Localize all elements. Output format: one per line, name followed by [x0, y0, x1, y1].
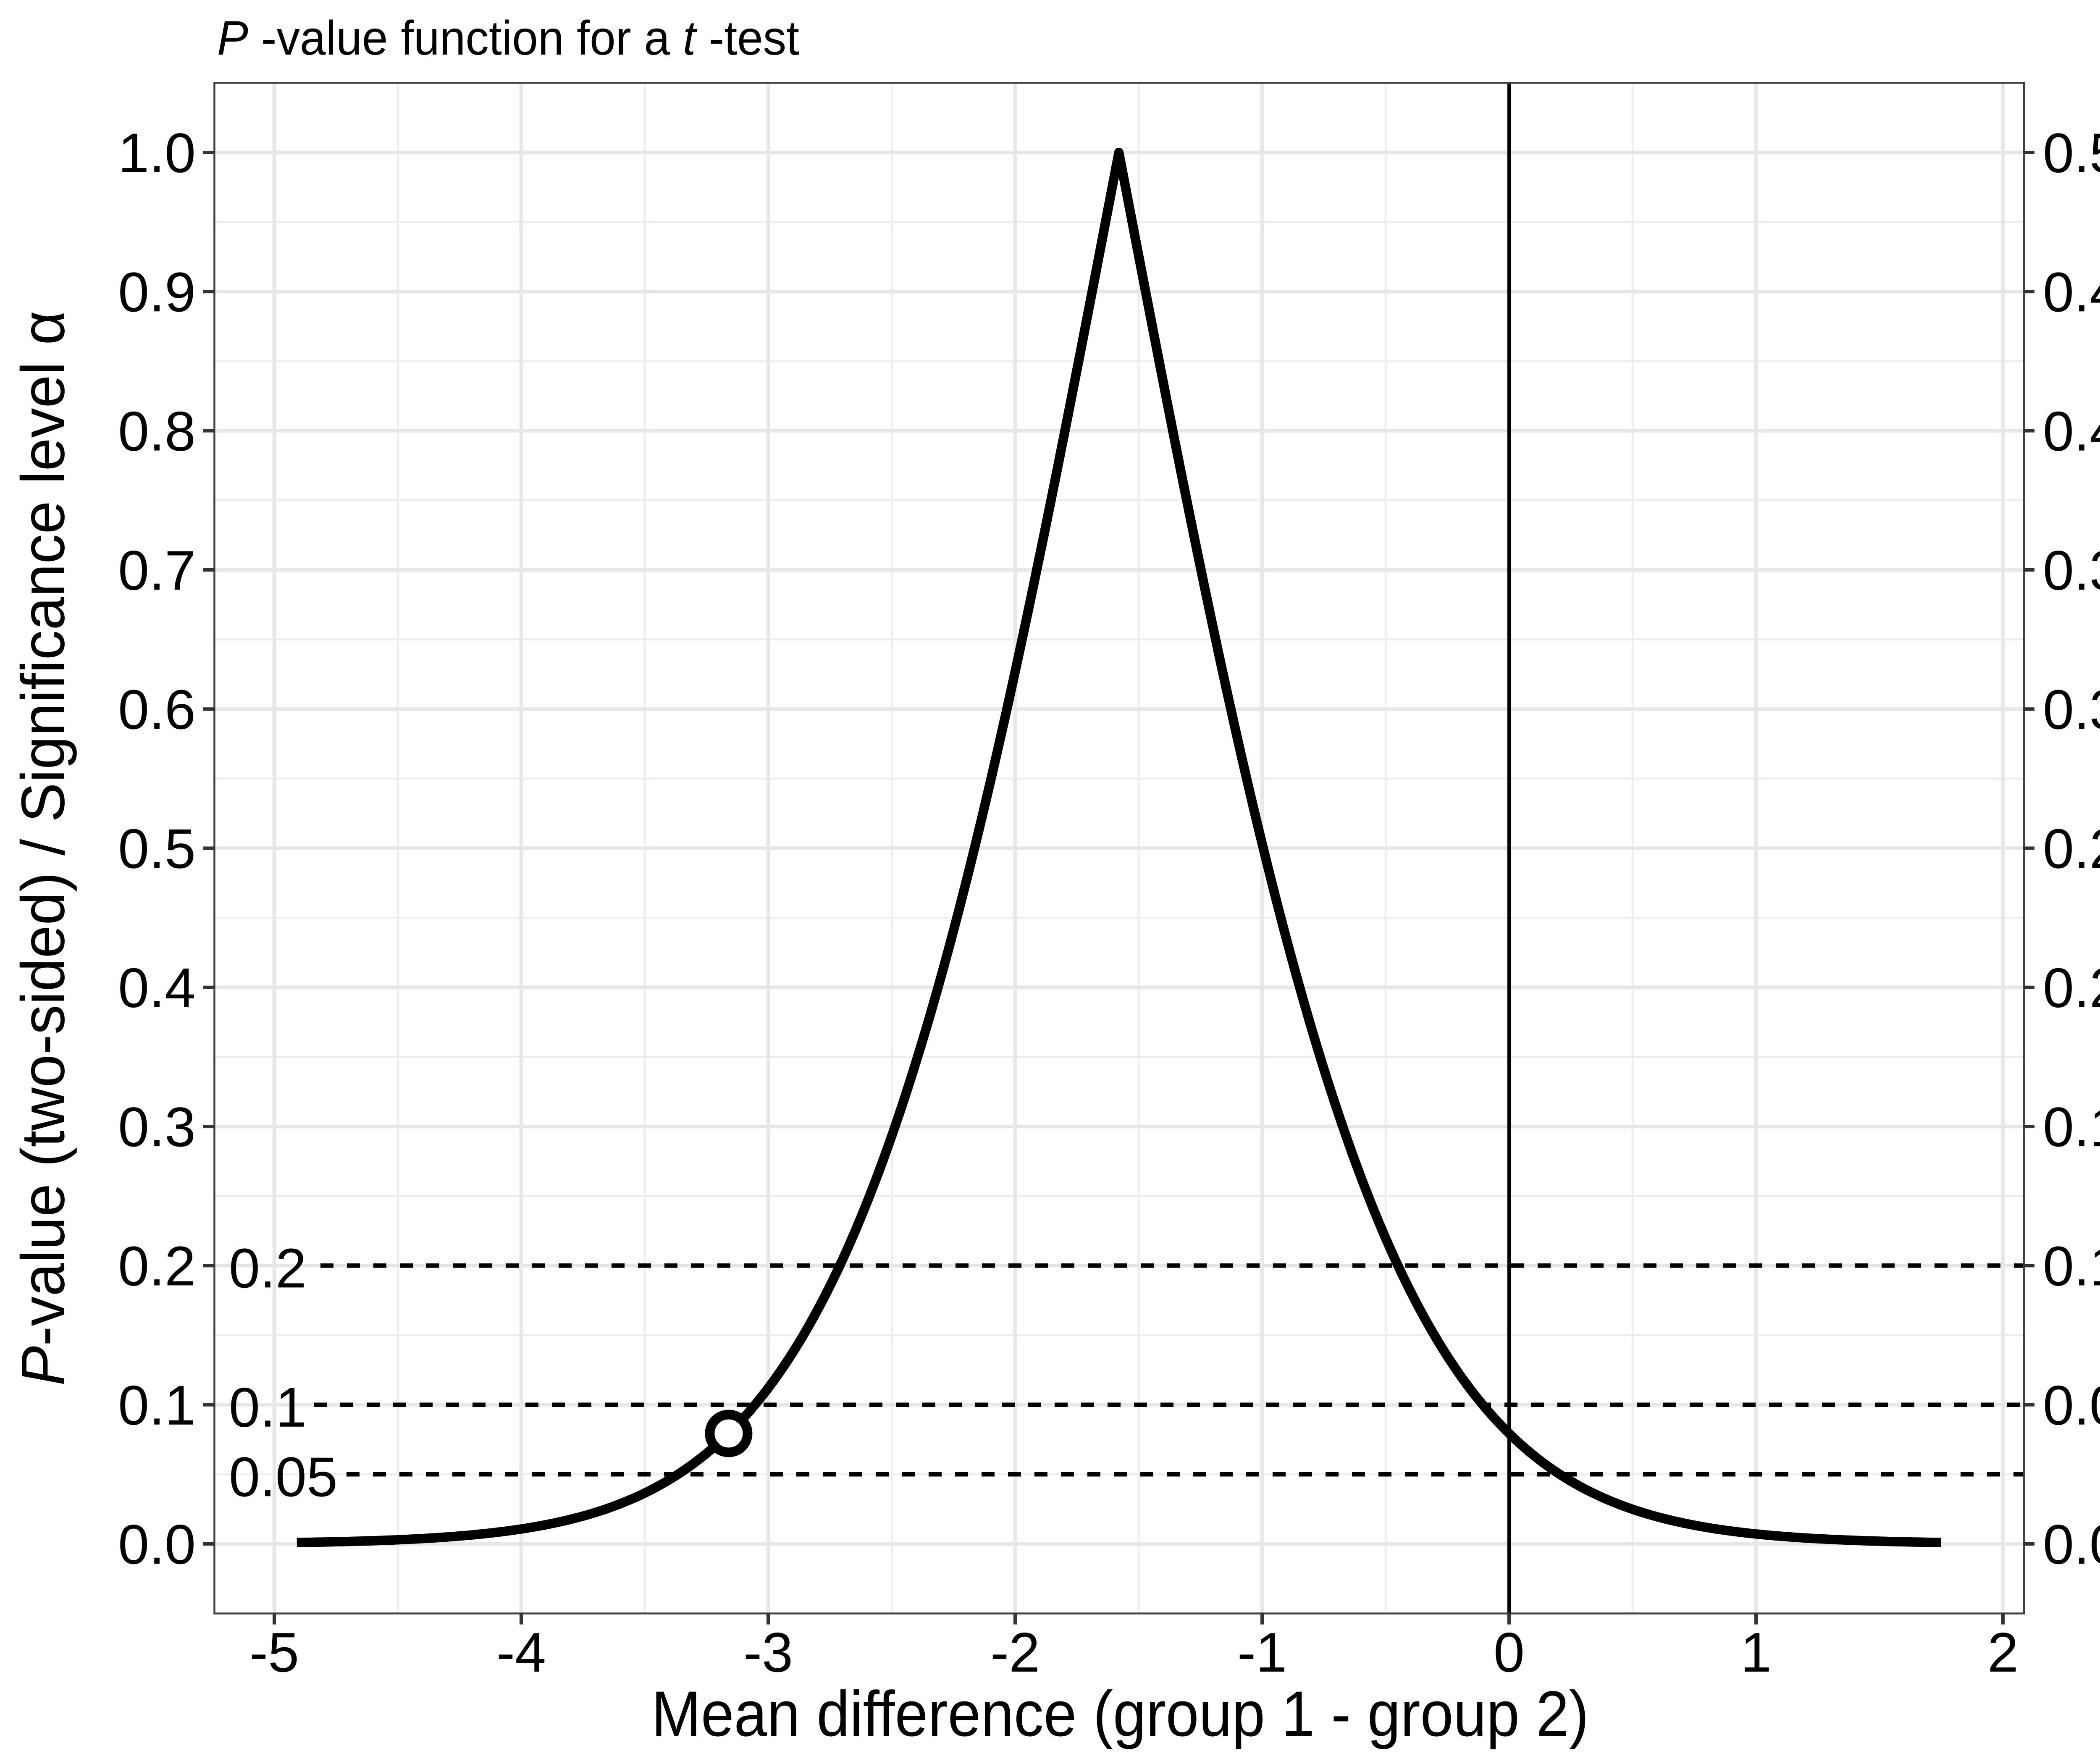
svg-text:0.05: 0.05 — [229, 1446, 338, 1508]
svg-text:-2: -2 — [990, 1622, 1040, 1684]
svg-text:0.40: 0.40 — [2043, 401, 2100, 463]
svg-text:2: 2 — [1987, 1622, 2019, 1684]
svg-text:0.50: 0.50 — [2043, 122, 2100, 184]
svg-text:0.2: 0.2 — [229, 1237, 307, 1299]
svg-text:Mean difference (group 1 - gro: Mean difference (group 1 - group 2) — [651, 1678, 1589, 1750]
svg-text:0.20: 0.20 — [2043, 957, 2100, 1019]
svg-text:0.2: 0.2 — [118, 1235, 196, 1297]
svg-text:0.4: 0.4 — [118, 957, 196, 1019]
svg-text:P -value function for a t -tes: P -value function for a t -test — [217, 11, 799, 65]
svg-text:-1: -1 — [1237, 1622, 1287, 1684]
svg-text:0.5: 0.5 — [118, 818, 196, 880]
svg-text:0.10: 0.10 — [2043, 1235, 2100, 1297]
svg-text:0: 0 — [1494, 1622, 1525, 1684]
svg-text:1.0: 1.0 — [118, 122, 196, 184]
svg-text:0.15: 0.15 — [2043, 1096, 2100, 1158]
svg-text:-4: -4 — [496, 1622, 546, 1684]
svg-text:0.30: 0.30 — [2043, 679, 2100, 741]
svg-text:0.1: 0.1 — [118, 1375, 196, 1437]
svg-text:0.9: 0.9 — [118, 261, 196, 323]
svg-text:0.25: 0.25 — [2043, 818, 2100, 880]
svg-text:0.8: 0.8 — [118, 401, 196, 463]
svg-text:0.7: 0.7 — [118, 540, 196, 602]
svg-text:0.35: 0.35 — [2043, 540, 2100, 602]
svg-text:-5: -5 — [249, 1622, 299, 1684]
svg-text:0.45: 0.45 — [2043, 261, 2100, 323]
svg-text:0.00: 0.00 — [2043, 1514, 2100, 1576]
svg-text:0.0: 0.0 — [118, 1514, 196, 1576]
svg-text:0.05: 0.05 — [2043, 1375, 2100, 1437]
svg-text:0.6: 0.6 — [118, 679, 196, 741]
svg-text:P-value (two-sided) / Signific: P-value (two-sided) / Significance level… — [9, 311, 77, 1386]
svg-text:-3: -3 — [743, 1622, 793, 1684]
svg-text:0.1: 0.1 — [229, 1377, 307, 1439]
svg-text:0.3: 0.3 — [118, 1096, 196, 1158]
svg-text:1: 1 — [1740, 1622, 1772, 1684]
